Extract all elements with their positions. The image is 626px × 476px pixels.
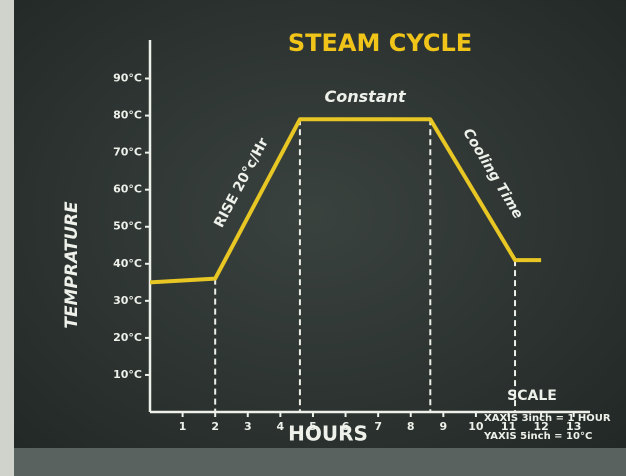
chalkboard: STEAM CYCLE HOURS TEMPRATURE SCALE XAXIS… — [0, 0, 626, 476]
x-tick-label: 11 — [501, 420, 516, 433]
x-axis-label: HOURS — [288, 422, 368, 446]
x-tick-label: 7 — [374, 420, 382, 433]
y-tick-label: 60°C — [113, 183, 142, 196]
x-tick-label: 12 — [533, 420, 548, 433]
board-edge — [0, 0, 14, 476]
x-tick-label: 8 — [407, 420, 415, 433]
y-axis-label: TEMPRATURE — [62, 201, 82, 329]
y-tick-label: 20°C — [113, 331, 142, 344]
y-tick-label: 40°C — [113, 257, 142, 270]
x-tick-label: 6 — [342, 420, 350, 433]
chart-title: STEAM CYCLE — [288, 29, 472, 57]
board-ledge — [14, 448, 626, 476]
board — [0, 0, 626, 476]
y-tick-label: 90°C — [113, 72, 142, 85]
y-tick-label: 30°C — [113, 294, 142, 307]
x-tick-label: 9 — [440, 420, 448, 433]
x-tick-label: 2 — [211, 420, 219, 433]
y-tick-label: 80°C — [113, 109, 142, 122]
x-tick-label: 1 — [179, 420, 187, 433]
x-tick-label: 4 — [277, 420, 285, 433]
x-tick-label: 13 — [566, 420, 581, 433]
x-tick-label: 10 — [468, 420, 484, 433]
x-tick-label: 5 — [309, 420, 317, 433]
y-tick-label: 50°C — [113, 220, 142, 233]
y-tick-label: 70°C — [113, 146, 142, 159]
y-tick-label: 10°C — [113, 368, 142, 381]
x-tick-label: 3 — [244, 420, 252, 433]
annotation: Constant — [325, 87, 407, 106]
